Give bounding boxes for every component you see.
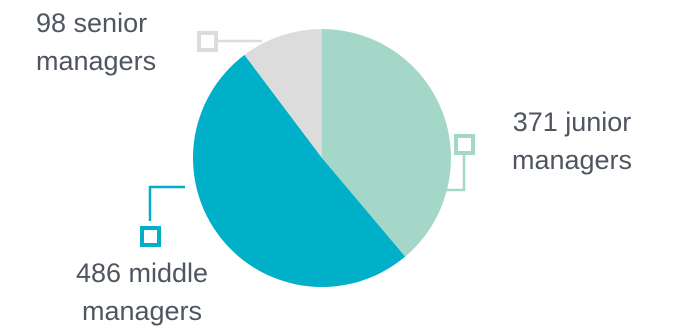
label-junior-line-2: managers	[511, 145, 633, 175]
marker-junior	[454, 134, 475, 155]
leader-lines	[140, 31, 475, 247]
slice-middle-managers	[192, 54, 406, 288]
label-middle-line-2: managers	[81, 296, 203, 326]
label-junior-managers: 371 junior managers	[497, 103, 647, 179]
pie-slices	[192, 29, 452, 288]
label-senior-line-1: 98 senior	[36, 8, 148, 38]
leader-line-middle	[148, 185, 185, 221]
slice-senior-managers	[244, 29, 322, 158]
label-senior-line-2: managers	[36, 46, 157, 76]
label-senior-managers: 98 senior managers	[36, 4, 156, 80]
label-middle-line-1: 486 middle	[75, 258, 209, 288]
label-junior-line-1: 371 junior	[512, 107, 632, 137]
slice-junior-managers	[322, 29, 452, 257]
label-middle-managers: 486 middle managers	[52, 254, 232, 330]
leader-line-junior	[438, 153, 466, 192]
marker-senior	[197, 31, 218, 52]
marker-middle	[140, 226, 161, 247]
